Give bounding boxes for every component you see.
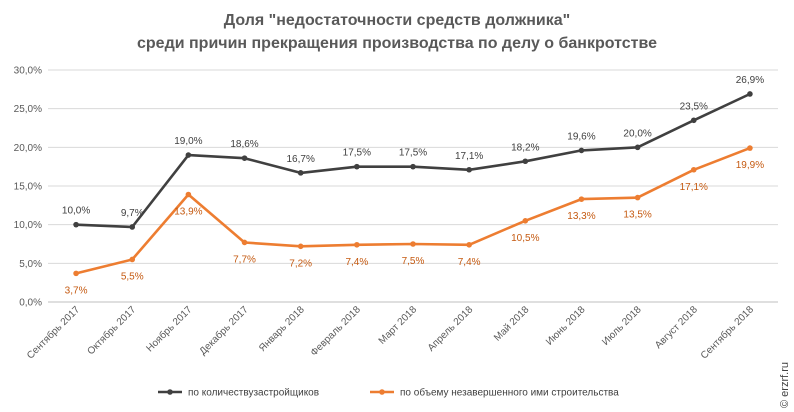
data-point xyxy=(634,144,641,151)
y-tick-label: 30,0% xyxy=(14,66,42,77)
data-point xyxy=(410,241,416,247)
data-point xyxy=(354,241,360,248)
chart-title-line-2: среди причин прекращения производства по… xyxy=(137,35,657,52)
data-point xyxy=(522,158,529,165)
legend-marker xyxy=(379,389,385,395)
data-points xyxy=(73,91,753,277)
data-point xyxy=(241,155,248,161)
data-label: 3,7% xyxy=(65,285,88,296)
y-tick-label: 25,0% xyxy=(14,104,42,115)
data-label: 17,5% xyxy=(399,148,427,159)
data-label: 7,4% xyxy=(458,257,481,268)
legend-marker xyxy=(167,389,173,395)
data-label: 19,6% xyxy=(567,131,595,142)
data-point xyxy=(354,163,360,170)
data-label: 17,1% xyxy=(455,151,483,162)
y-tick-label: 20,0% xyxy=(14,143,42,154)
y-axis: 0,0% 5,0% 10,0% 15,0% 20,0% 25,0% 30,0% xyxy=(14,66,42,309)
data-label: 13,5% xyxy=(623,210,651,221)
data-point xyxy=(73,270,79,277)
data-point xyxy=(634,194,641,201)
data-point xyxy=(690,117,697,124)
data-point xyxy=(466,241,472,248)
data-label: 7,5% xyxy=(402,256,425,267)
data-point xyxy=(185,191,192,198)
data-point xyxy=(522,218,529,224)
watermark: © erzrf.ru xyxy=(779,362,791,408)
data-label: 19,0% xyxy=(174,136,202,147)
data-labels: 10,0% 9,7% 19,0% 18,6% 16,7% 17,5% 17,5% 17,1% 1… xyxy=(62,75,764,296)
data-point xyxy=(73,221,79,228)
data-label: 17,1% xyxy=(680,182,708,193)
data-point xyxy=(129,224,136,230)
legend-label: по количествузастройщиков xyxy=(188,388,319,399)
data-point xyxy=(241,239,248,246)
data-label: 20,0% xyxy=(623,128,651,139)
y-tick-label: 0,0% xyxy=(19,298,42,309)
data-label: 13,9% xyxy=(174,207,202,218)
data-point xyxy=(410,163,416,170)
data-label: 5,5% xyxy=(121,271,144,282)
data-label: 18,6% xyxy=(230,139,258,150)
data-point xyxy=(747,145,753,151)
data-point xyxy=(747,91,753,97)
data-label: 9,7% xyxy=(121,208,144,219)
y-tick-label: 10,0% xyxy=(14,220,42,231)
legend-label: по объему незавершенного ими строительст… xyxy=(400,387,619,399)
data-point xyxy=(690,166,697,173)
data-point xyxy=(578,196,585,202)
data-label: 19,9% xyxy=(736,160,764,171)
data-label: 10,5% xyxy=(511,233,539,244)
data-label: 16,7% xyxy=(287,154,315,165)
y-tick-label: 15,0% xyxy=(14,182,42,193)
data-label: 7,4% xyxy=(345,257,368,268)
chart-title-line-1: Доля "недостаточности средств должника" xyxy=(224,12,571,29)
data-label: 7,7% xyxy=(233,254,256,265)
data-label: 23,5% xyxy=(680,101,708,112)
gridlines xyxy=(48,69,778,303)
data-point xyxy=(297,243,304,250)
data-point xyxy=(185,152,192,158)
data-label: 18,2% xyxy=(511,142,539,153)
data-label: 10,0% xyxy=(62,206,90,217)
data-label: 7,2% xyxy=(289,258,312,269)
data-label: 13,3% xyxy=(567,211,595,222)
legend: по количествузастройщиков по объему незав… xyxy=(158,387,619,399)
y-tick-label: 5,0% xyxy=(19,259,42,270)
data-point xyxy=(129,256,136,263)
data-point xyxy=(578,147,585,154)
data-label: 26,9% xyxy=(736,75,764,86)
data-point xyxy=(297,170,304,176)
data-label: 17,5% xyxy=(343,148,371,159)
data-point xyxy=(466,166,472,173)
